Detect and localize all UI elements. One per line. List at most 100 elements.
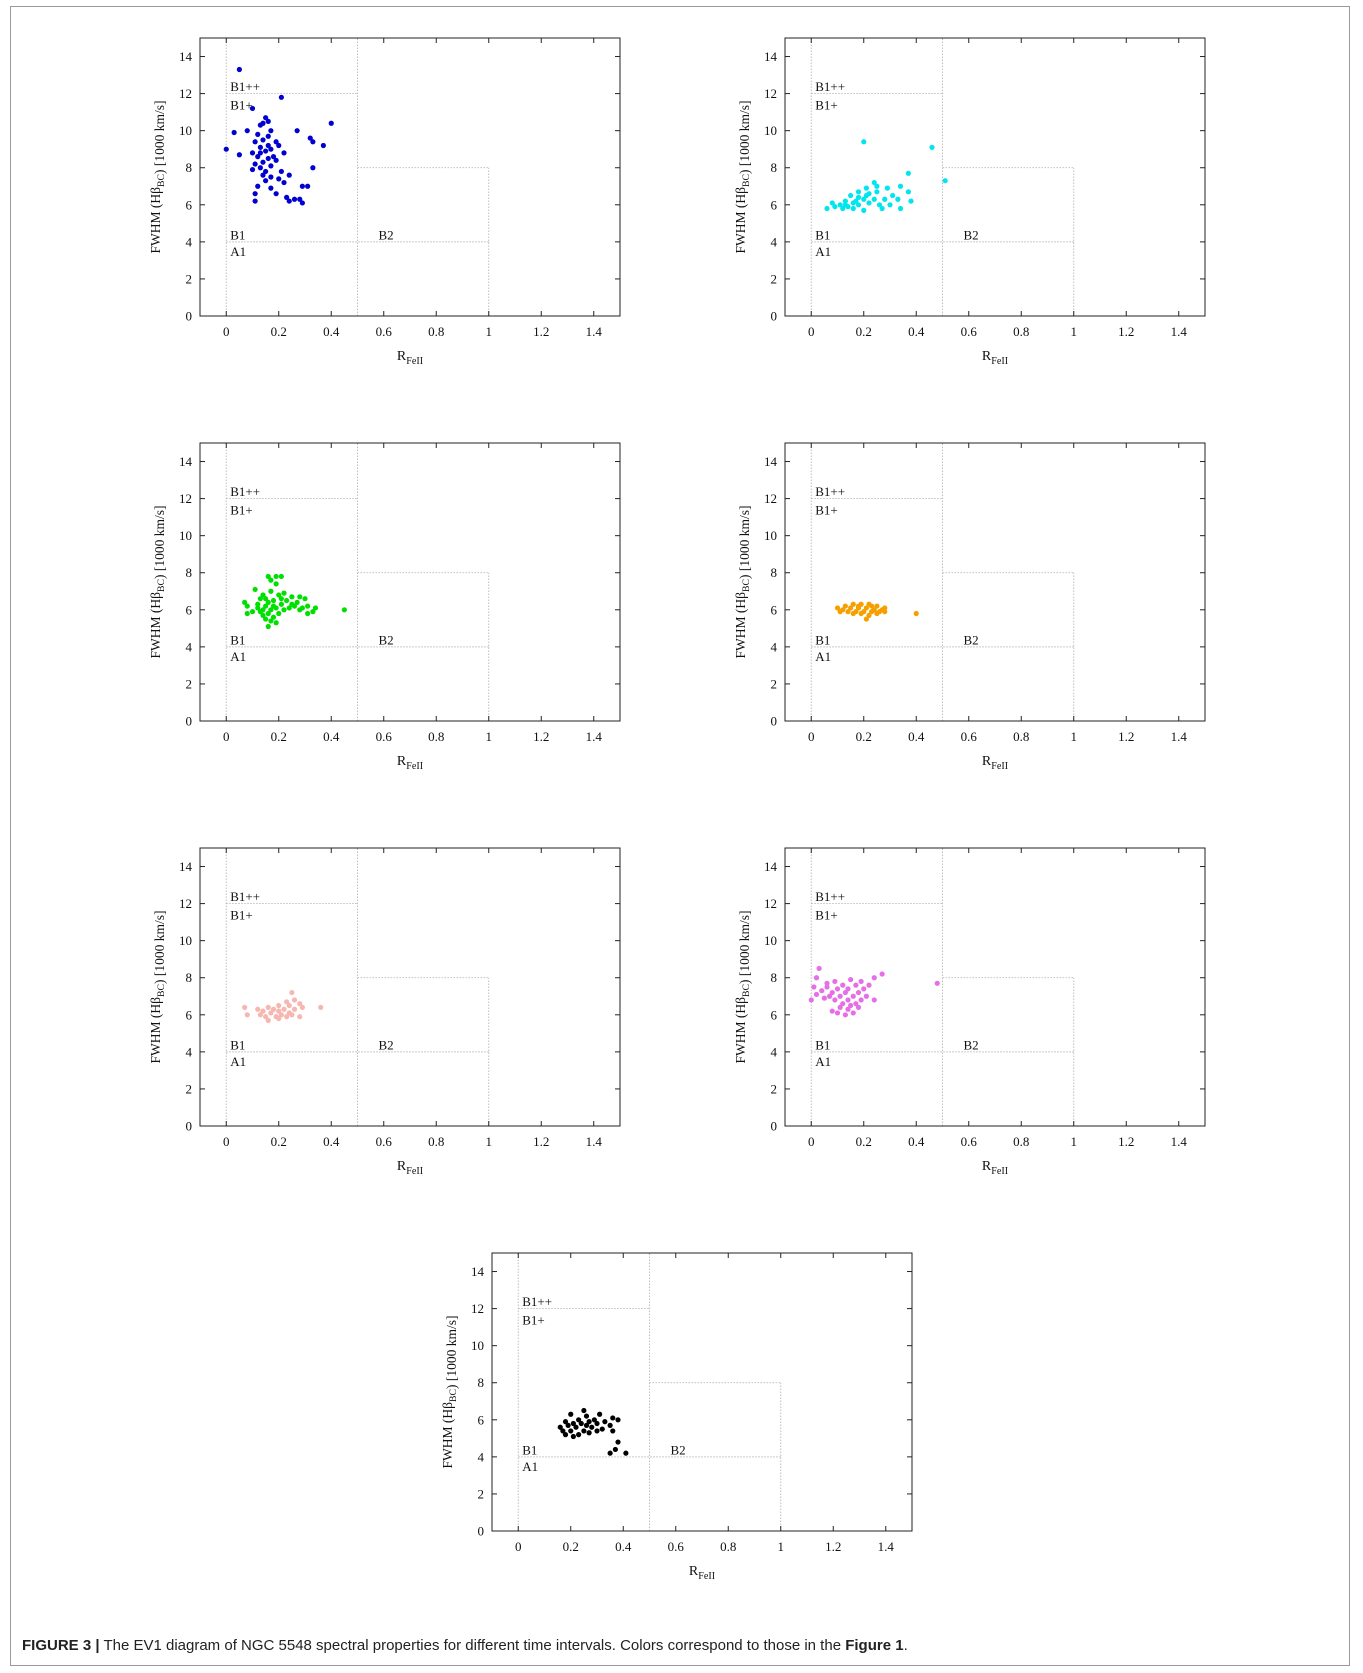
data-point [252,198,258,204]
panel-3: 0 0.2 0.4 0.6 0.8 1 1.2 1.4 0 2 4 6 8 10 12 14 B1++ B1+ B1… [110,423,670,808]
y-tick-label: 8 [186,565,193,580]
region-label: B2 [379,632,394,647]
data-point [840,982,846,988]
panel-6: 0 0.2 0.4 0.6 0.8 1 1.2 1.4 0 2 4 6 8 10 12 14 B1++ B1+ B1… [695,828,1255,1213]
x-axis-label: RFeII [397,349,423,367]
data-point [260,159,266,165]
data-point [821,995,827,1001]
data-point [278,601,284,607]
data-point [291,1006,298,1012]
region-label: B2 [964,632,979,647]
data-point [863,616,869,622]
x-axis-label: RFeII [397,754,423,772]
data-point [882,609,888,615]
region-grid [810,38,1075,316]
data-point [286,198,292,204]
data-point [231,129,237,136]
y-tick-label: 10 [764,933,777,948]
y-tick-label: 10 [179,528,192,543]
region-label: B1 [230,1037,245,1052]
y-tick-label: 0 [478,1524,485,1539]
data-point [281,179,287,186]
y-axis-label: FWHM (HβBC) [1000 km/s] [440,1316,459,1469]
data-point [286,172,292,178]
region-label: B2 [964,227,979,242]
data-point [273,157,279,163]
data-point [853,982,859,988]
data-point [265,1017,271,1023]
data-point [318,1004,324,1010]
data-point [257,122,263,128]
region-label: B1+ [815,908,838,923]
y-tick-label: 0 [771,714,778,729]
y-tick-label: 4 [771,639,778,654]
y-tick-label: 14 [179,454,193,469]
region-label: B1 [230,227,245,242]
data-point [270,154,277,160]
data-point [861,139,867,145]
y-axis-label: FWHM (HβBC) [1000 km/s] [733,911,752,1064]
scatter-series [834,601,919,622]
data-point [270,1006,277,1012]
data-point [578,1420,584,1427]
x-tick-label: 0.8 [1013,729,1029,744]
data-point [863,993,869,999]
data-point [268,163,274,169]
x-axis-label: RFeII [689,1564,715,1582]
data-point [284,999,290,1005]
data-point [252,139,258,145]
x-tick-label: 0.4 [323,1134,340,1149]
y-tick-label: 0 [186,1119,193,1134]
data-point [890,192,896,199]
x-tick-label: 1.4 [586,1134,603,1149]
data-point [842,1012,848,1018]
data-point [263,1014,269,1020]
data-point [260,612,266,618]
x-tick-label: 0.6 [376,1134,393,1149]
y-tick-label: 14 [764,859,778,874]
x-tick-label: 1.2 [1118,729,1134,744]
y-axis-label: FWHM (HβBC) [1000 km/s] [148,506,167,659]
data-point [874,610,880,617]
data-point [249,609,256,615]
data-point [840,1001,846,1007]
region-label: B1+ [230,98,253,113]
data-point [871,179,877,186]
x-tick-label: 0.6 [961,729,978,744]
data-point [871,997,877,1003]
data-point [273,581,279,587]
y-tick-label: 2 [771,1081,778,1096]
data-point [866,612,872,618]
x-axis-label: RFeII [397,1159,423,1177]
data-point [260,1008,266,1014]
data-point [257,165,263,171]
data-point [297,196,303,202]
x-tick-label: 0.8 [428,324,444,339]
data-point [879,971,885,977]
x-tick-label: 0.6 [961,1134,978,1149]
data-point [276,610,282,617]
data-point [612,1446,618,1453]
x-tick-label: 1.4 [1171,729,1188,744]
data-point [850,601,856,607]
data-point [257,609,263,615]
y-tick-label: 10 [764,528,777,543]
data-point [294,128,300,134]
y-tick-label: 2 [186,271,193,286]
y-tick-label: 12 [764,896,777,911]
data-point [855,603,862,609]
data-point [307,135,313,141]
data-point [850,993,856,999]
data-point [570,1433,576,1440]
data-point [257,596,263,602]
data-point [268,1010,274,1016]
x-tick-label: 0.2 [856,729,872,744]
data-point [871,196,877,202]
data-point [276,176,282,182]
data-point [265,599,271,605]
data-point [599,1426,605,1432]
y-tick-label: 14 [179,49,193,64]
data-point [310,139,316,145]
y-tick-label: 0 [186,714,193,729]
plot-frame [784,37,1206,317]
